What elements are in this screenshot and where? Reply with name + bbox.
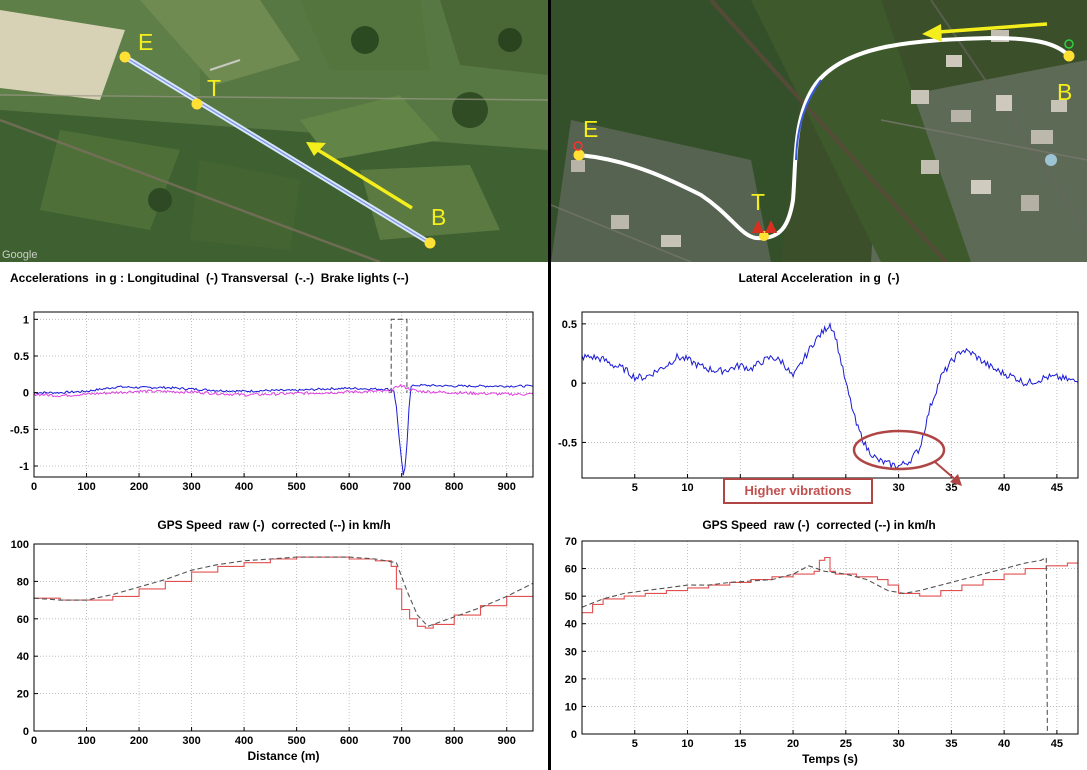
x-tick-label: 500: [287, 735, 305, 747]
accel-chart-title: Accelerations in g : Longitudinal (-) Tr…: [10, 271, 409, 285]
x-axis-label: Temps (s): [802, 752, 858, 766]
x-tick-label: 300: [182, 735, 200, 747]
marker-b-label-right: B: [1057, 79, 1072, 105]
y-tick-label: 80: [17, 576, 29, 588]
map-watermark: Google: [2, 249, 37, 261]
x-tick-label: 300: [182, 481, 200, 493]
speed-chart-left: 0 100 200 300 400 500 600 700 800 900 0 20 40 60 80 100…: [11, 539, 534, 763]
y-tick-label: -0.5: [10, 424, 29, 436]
x-tick-label: 10: [681, 482, 693, 494]
series-line-corrected-1: [582, 556, 1048, 734]
series-line-corrected-1: [34, 556, 533, 627]
series-line-longitudinal-0: [34, 383, 533, 476]
y-tick-label: 100: [11, 539, 29, 551]
x-tick-label: 100: [77, 481, 95, 493]
series-line-longitudinal-0: [582, 321, 1078, 470]
y-tick-label: 60: [17, 614, 29, 626]
speed-chart-title-right: GPS Speed raw (-) corrected (--) in km/h: [702, 518, 936, 532]
panel-divider: [548, 0, 551, 770]
x-tick-label: 25: [840, 738, 852, 750]
speed-chart-right: 5 10 15 20 25 30 35 40 45 0 10 20 30 40 50 60 70 Temps (s…: [565, 536, 1079, 766]
series-line-raw-0: [582, 556, 1078, 614]
y-tick-label: 60: [565, 564, 577, 576]
x-tick-label: 700: [393, 735, 411, 747]
x-tick-label: 500: [287, 481, 305, 493]
x-tick-label: 5: [632, 738, 638, 750]
x-tick-label: 700: [393, 481, 411, 493]
x-tick-label: 200: [130, 481, 148, 493]
x-tick-label: 15: [734, 738, 746, 750]
x-axis-label: Distance (m): [247, 749, 319, 763]
x-tick-label: 400: [235, 735, 253, 747]
plot-frame: [33, 311, 534, 478]
y-tick-label: -1: [19, 461, 29, 473]
y-tick-label: 0: [23, 726, 29, 738]
x-tick-label: 35: [945, 482, 957, 494]
x-tick-label: 45: [1051, 738, 1063, 750]
left-panel: E T B Google Accelerations in g : Longit…: [0, 0, 548, 763]
x-tick-label: 10: [681, 738, 693, 750]
y-tick-label: 40: [17, 651, 29, 663]
x-tick-label: 800: [445, 735, 463, 747]
direction-arrow-right: [938, 22, 1048, 34]
lateral-chart-title: Lateral Acceleration in g (-): [738, 271, 900, 285]
series-line-raw-0: [34, 556, 533, 629]
x-tick-label: 40: [998, 738, 1010, 750]
x-tick-label: 5: [632, 482, 638, 494]
x-tick-label: 30: [892, 738, 904, 750]
y-tick-label: 1: [23, 314, 29, 326]
y-tick-label: 20: [17, 689, 29, 701]
marker-b-label: B: [431, 204, 446, 230]
marker-e-label-right: E: [583, 116, 598, 142]
x-tick-label: 800: [445, 481, 463, 493]
direction-arrow-left: [317, 148, 413, 210]
x-tick-label: 400: [235, 481, 253, 493]
y-tick-label: -0.5: [558, 437, 577, 449]
marker-t-label-right: T: [751, 189, 765, 215]
y-tick-label: 30: [565, 646, 577, 658]
x-tick-label: 600: [340, 481, 358, 493]
plot-frame: [581, 311, 1079, 479]
x-tick-label: 900: [498, 481, 516, 493]
y-tick-label: 0.5: [562, 319, 577, 331]
marker-e-label: E: [138, 29, 153, 55]
x-tick-label: 0: [31, 481, 37, 493]
x-tick-label: 900: [498, 735, 516, 747]
y-tick-label: 70: [565, 536, 577, 548]
x-tick-label: 600: [340, 735, 358, 747]
x-tick-label: 20: [787, 738, 799, 750]
marker-t-label: T: [207, 75, 221, 101]
x-tick-label: 35: [945, 738, 957, 750]
left-satellite-map: E T B Google: [0, 0, 548, 262]
y-tick-label: 20: [565, 674, 577, 686]
y-tick-label: 0.5: [14, 351, 29, 363]
series-line-corrected_speed-2: [390, 318, 408, 393]
right-panel: E T B Lateral Acceleration in g (-) 5 10 1…: [551, 0, 1087, 770]
higher-vibrations-callout: Higher vibrations: [723, 478, 873, 504]
plot-frame: [33, 543, 534, 732]
speed-chart-title-left: GPS Speed raw (-) corrected (--) in km/h: [157, 518, 391, 532]
plot-frame: [581, 540, 1079, 735]
y-tick-label: 0: [571, 378, 577, 390]
x-tick-label: 45: [1051, 482, 1063, 494]
accel-chart: 0 100 200 300 400 500 600 700 800 900 1 0.5 0 -0.5 -1: [10, 311, 534, 493]
y-tick-label: 50: [565, 591, 577, 603]
y-tick-label: 10: [565, 701, 577, 713]
x-tick-label: 0: [31, 735, 37, 747]
x-tick-label: 200: [130, 735, 148, 747]
y-tick-label: 0: [23, 388, 29, 400]
x-tick-label: 40: [998, 482, 1010, 494]
y-tick-label: 40: [565, 619, 577, 631]
x-tick-label: 100: [77, 735, 95, 747]
right-satellite-map: E T B: [551, 0, 1087, 262]
series-line-transversal-1: [34, 384, 533, 398]
y-tick-label: 0: [571, 729, 577, 741]
x-tick-label: 30: [892, 482, 904, 494]
